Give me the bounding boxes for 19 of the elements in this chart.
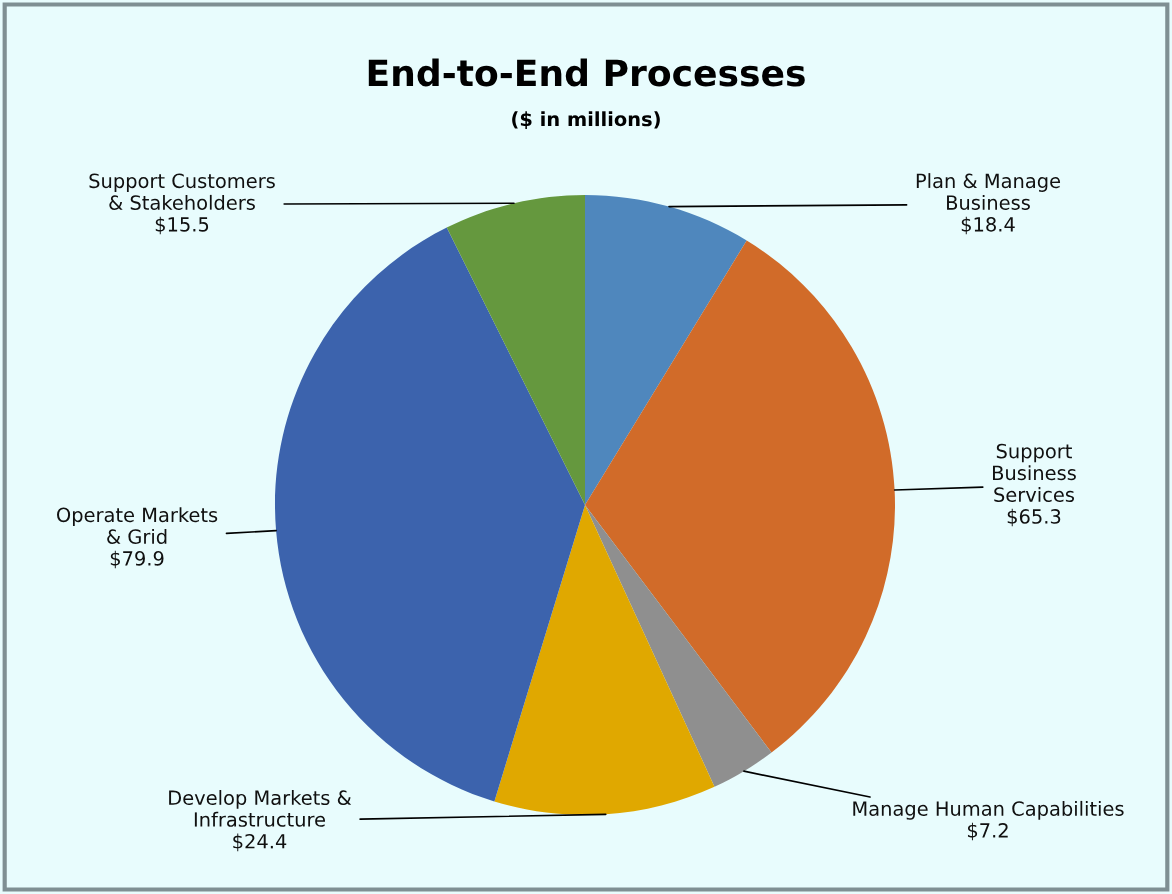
pie-slice	[585, 505, 772, 787]
data-label: $18.4	[961, 216, 1015, 235]
chart-title: End-to-End Processes	[368, 58, 805, 87]
slice-label: Manage Human Capabilities	[853, 800, 1124, 820]
pie-slice	[446, 195, 585, 505]
pie-slice	[585, 195, 747, 505]
slice-label: Operate Markets & Grid	[57, 507, 218, 544]
data-label: $24.4	[233, 833, 287, 852]
slice-label: Support Business Services	[993, 443, 1076, 503]
slice-label: Plan & Manage Business	[916, 173, 1061, 210]
chart-subtitle: ($ in millions)	[512, 111, 660, 129]
data-label: $7.2	[967, 822, 1008, 841]
pie-slice	[494, 505, 715, 815]
pie-slice	[585, 240, 895, 753]
data-label: $79.9	[110, 550, 164, 569]
data-label: $15.5	[155, 216, 209, 235]
slice-label: Support Customers & Stakeholders	[89, 173, 275, 210]
slice-label: Develop Markets & Infrastructure	[169, 790, 352, 827]
data-label: $65.3	[1007, 508, 1061, 527]
